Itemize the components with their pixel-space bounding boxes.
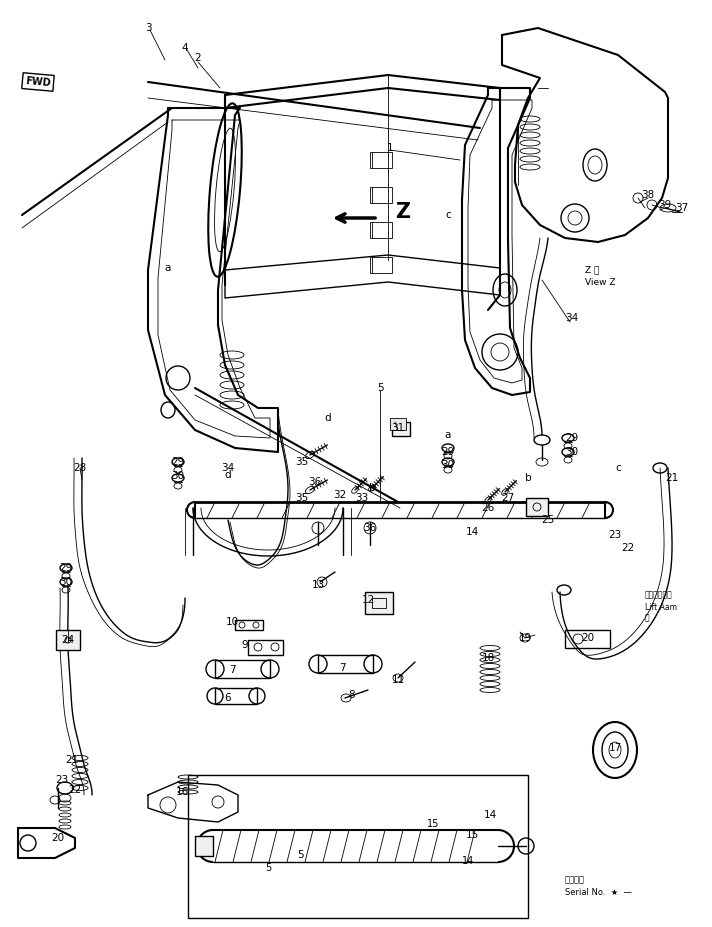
Bar <box>370 152 392 168</box>
Bar <box>318 655 373 673</box>
Bar <box>248 640 283 655</box>
Bar <box>565 630 610 648</box>
Text: d: d <box>225 470 231 480</box>
Text: 14: 14 <box>466 527 478 537</box>
Text: 22: 22 <box>68 785 82 795</box>
Text: 中: 中 <box>645 614 649 623</box>
Text: 26: 26 <box>481 503 495 513</box>
Text: d: d <box>325 413 331 423</box>
Bar <box>372 598 386 608</box>
Text: 1: 1 <box>387 143 393 153</box>
Text: 23: 23 <box>608 530 622 540</box>
Text: 18: 18 <box>481 653 495 663</box>
Bar <box>370 222 392 238</box>
Text: 21: 21 <box>66 755 78 765</box>
Text: 29: 29 <box>172 457 184 467</box>
Text: 35: 35 <box>295 493 308 503</box>
Text: 11: 11 <box>392 675 404 685</box>
Bar <box>215 688 257 704</box>
Text: 14: 14 <box>483 810 497 820</box>
Bar <box>188 775 528 918</box>
Text: 9: 9 <box>241 640 248 650</box>
Text: 36: 36 <box>308 477 322 487</box>
Text: 4: 4 <box>182 43 188 53</box>
Text: 20: 20 <box>582 633 595 643</box>
Text: 33: 33 <box>355 493 369 503</box>
Text: 30: 30 <box>172 471 184 481</box>
Text: 30: 30 <box>441 460 454 470</box>
Text: 8: 8 <box>349 690 355 700</box>
Bar <box>215 660 270 678</box>
Text: 39: 39 <box>659 200 671 210</box>
Text: 20: 20 <box>51 833 65 843</box>
Text: 29: 29 <box>565 433 579 443</box>
Text: View Z: View Z <box>585 278 615 287</box>
Text: 適用号数: 適用号数 <box>565 875 585 884</box>
Text: a: a <box>445 430 451 440</box>
Text: 7: 7 <box>339 663 345 673</box>
Text: Lift Aam: Lift Aam <box>645 603 677 612</box>
Text: 5: 5 <box>265 863 271 873</box>
Bar <box>392 422 410 436</box>
Text: 17: 17 <box>608 743 622 753</box>
Text: 3: 3 <box>145 23 152 33</box>
Text: 6: 6 <box>225 693 231 703</box>
Text: 19: 19 <box>518 633 532 643</box>
Text: 12: 12 <box>362 595 375 605</box>
Text: 16: 16 <box>175 787 189 797</box>
Text: 29: 29 <box>441 447 455 457</box>
Text: b: b <box>369 483 375 493</box>
Text: リフトアーム: リフトアーム <box>645 590 673 600</box>
Bar <box>390 418 406 430</box>
Bar <box>526 498 548 516</box>
Text: 35: 35 <box>295 457 308 467</box>
Text: 15: 15 <box>466 830 478 840</box>
Text: 38: 38 <box>642 190 654 200</box>
Bar <box>235 620 263 630</box>
Text: 34: 34 <box>221 463 235 473</box>
Bar <box>56 630 80 650</box>
Text: 24: 24 <box>61 635 75 645</box>
Text: 30: 30 <box>565 447 579 457</box>
Bar <box>365 592 393 614</box>
Text: 29: 29 <box>59 563 73 573</box>
Text: FWD: FWD <box>25 76 51 88</box>
Text: b: b <box>525 473 531 483</box>
Text: c: c <box>615 463 621 473</box>
Text: 21: 21 <box>666 473 679 483</box>
Text: 25: 25 <box>541 515 555 525</box>
Text: 10: 10 <box>226 617 239 627</box>
Text: 37: 37 <box>676 203 689 213</box>
Text: c: c <box>445 210 451 220</box>
Text: 34: 34 <box>565 313 579 323</box>
Text: 28: 28 <box>73 463 87 473</box>
Text: 30: 30 <box>59 577 73 587</box>
Text: Z 視: Z 視 <box>585 265 600 274</box>
Text: 32: 32 <box>333 490 347 500</box>
Text: 14: 14 <box>462 856 474 866</box>
Text: 22: 22 <box>622 543 634 553</box>
Text: 7: 7 <box>229 665 235 675</box>
Text: a: a <box>164 263 171 273</box>
Text: 23: 23 <box>56 775 68 785</box>
Text: 31: 31 <box>392 423 404 433</box>
Text: 27: 27 <box>501 493 515 503</box>
Text: Serial No.  ★  —: Serial No. ★ — <box>565 887 632 896</box>
Text: 13: 13 <box>311 580 325 590</box>
Text: 5: 5 <box>377 383 383 393</box>
Bar <box>370 257 392 273</box>
Text: 2: 2 <box>194 53 201 63</box>
Text: 15: 15 <box>426 819 439 829</box>
Text: 5: 5 <box>297 850 303 860</box>
Text: Z: Z <box>395 202 410 222</box>
Text: 36: 36 <box>363 523 377 533</box>
Bar <box>195 836 213 856</box>
Bar <box>370 187 392 203</box>
